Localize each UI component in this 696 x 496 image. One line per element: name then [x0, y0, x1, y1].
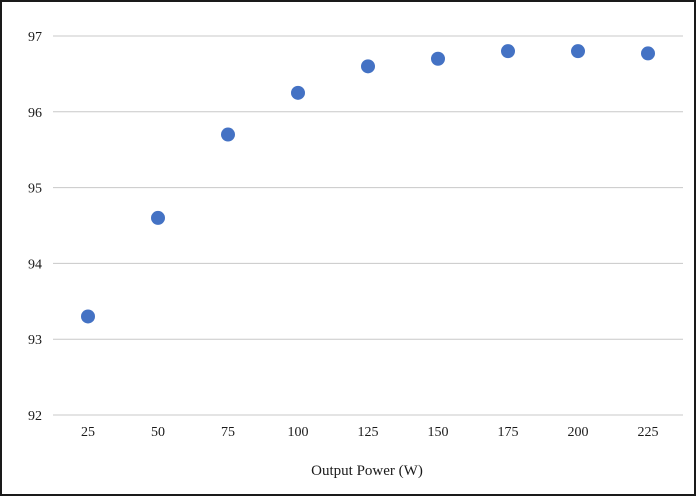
y-tick-label: 96: [28, 106, 42, 121]
y-tick-label: 94: [28, 257, 42, 272]
y-tick-labels: 92 93 94 95 96 97: [28, 30, 42, 424]
data-point: [501, 44, 515, 59]
x-tick-label: 75: [221, 425, 235, 440]
y-tick-label: 97: [28, 30, 42, 45]
x-axis-title: Output Power (W): [311, 463, 423, 479]
x-tick-label: 25: [81, 425, 95, 440]
x-tick-label: 175: [498, 425, 519, 440]
data-point: [291, 85, 305, 100]
x-tick-label: 225: [638, 425, 659, 440]
data-point: [571, 44, 585, 59]
data-point: [81, 309, 95, 324]
gridlines: [53, 35, 683, 416]
data-points: [81, 44, 655, 324]
x-tick-labels: 25 50 75 100 125 150 175 200 225: [81, 425, 659, 440]
data-point: [641, 46, 655, 61]
data-point: [431, 51, 445, 66]
x-tick-label: 125: [358, 425, 379, 440]
x-tick-label: 100: [288, 425, 309, 440]
y-tick-label: 93: [28, 333, 42, 348]
y-tick-label: 95: [28, 182, 42, 197]
y-tick-label: 92: [28, 409, 42, 424]
data-point: [361, 59, 375, 74]
x-tick-label: 150: [428, 425, 449, 440]
x-tick-label: 50: [151, 425, 165, 440]
x-tick-label: 200: [568, 425, 589, 440]
data-point: [151, 210, 165, 225]
data-point: [221, 127, 235, 142]
